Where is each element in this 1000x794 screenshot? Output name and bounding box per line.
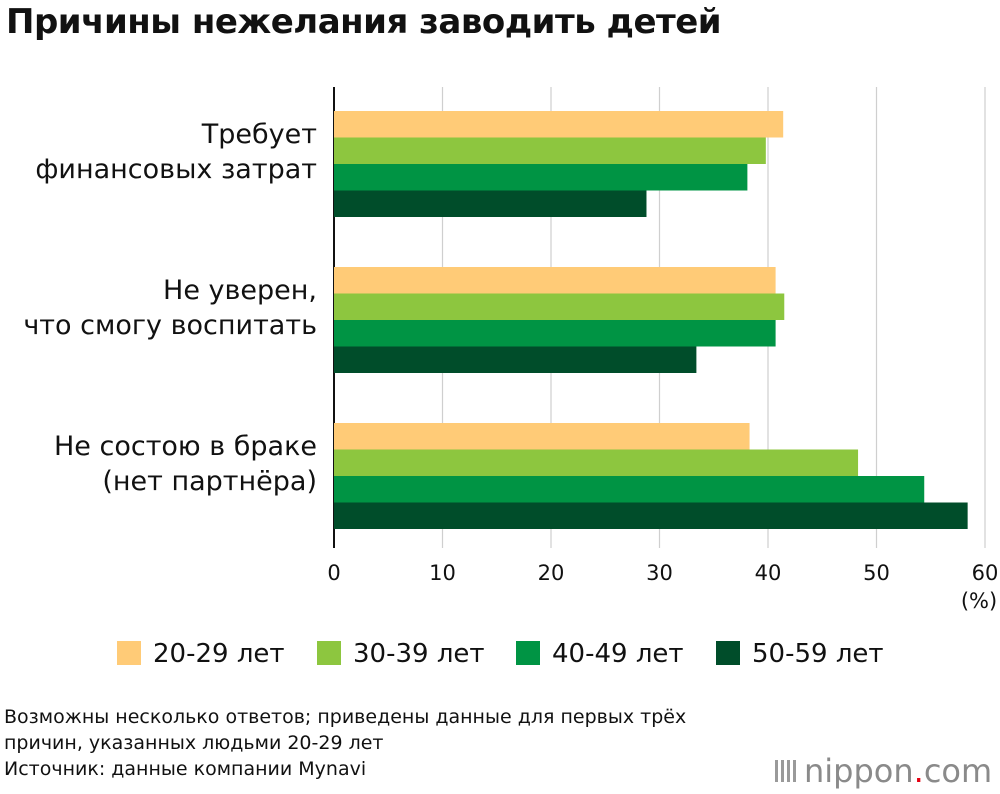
chart-title: Причины нежелания заводить детей <box>6 2 722 42</box>
bar-cat3-20-29 лет <box>334 423 750 450</box>
category-label-2-line-1: Не уверен, <box>163 275 317 306</box>
legend-label-30-39 лет: 30-39 лет <box>353 639 485 669</box>
bar-cat2-40-49 лет <box>334 320 776 347</box>
legend: 20-29 лет 30-39 лет 40-49 лет 50-59 лет <box>117 639 884 669</box>
footnote-line-2: причин, указанных людьми 20-29 лет <box>4 732 384 754</box>
bar-cat1-30-39 лет <box>334 137 766 164</box>
x-tick-label-40: 40 <box>755 561 782 585</box>
category-label-1-line-2: финансовых затрат <box>35 154 317 185</box>
legend-label-20-29 лет: 20-29 лет <box>153 639 285 669</box>
bar-cat3-40-49 лет <box>334 476 925 503</box>
bar-cat3-50-59 лет <box>334 502 968 529</box>
category-label-3-line-1: Не состою в браке <box>54 431 317 462</box>
source-note: Источник: данные компании Mynavi <box>4 758 367 780</box>
bar-cat2-20-29 лет <box>334 267 776 294</box>
bar-cat2-50-59 лет <box>334 346 697 373</box>
legend-swatch-40-49 лет <box>516 641 540 665</box>
logo-dot: . <box>913 752 924 790</box>
bar-cat3-30-39 лет <box>334 449 859 476</box>
bar-cat2-30-39 лет <box>334 293 785 320</box>
legend-swatch-50-59 лет <box>716 641 740 665</box>
logo-bars-icon <box>775 760 796 782</box>
x-unit-label: (%) <box>961 589 997 613</box>
category-label-1-line-1: Требует <box>201 119 317 150</box>
x-tick-label-20: 20 <box>538 561 565 585</box>
category-label-3-line-2: (нет партнёра) <box>102 466 317 497</box>
x-tick-label-0: 0 <box>327 561 340 585</box>
legend-label-50-59 лет: 50-59 лет <box>752 639 884 669</box>
legend-swatch-20-29 лет <box>117 641 141 665</box>
category-labels: Требует финансовых затрат Не уверен, что см… <box>23 119 317 497</box>
bar-chart: Требует финансовых затрат Не уверен, что см… <box>23 87 998 669</box>
bars <box>334 111 968 529</box>
bar-cat1-40-49 лет <box>334 164 748 191</box>
nippon-logo: nippon. com <box>775 752 992 790</box>
logo-tld: com <box>923 752 993 790</box>
category-label-2-line-2: что смогу воспитать <box>23 310 317 341</box>
x-tick-label-10: 10 <box>429 561 456 585</box>
bar-cat1-20-29 лет <box>334 111 784 138</box>
x-tick-label-50: 50 <box>863 561 890 585</box>
bar-cat1-50-59 лет <box>334 190 647 217</box>
legend-label-40-49 лет: 40-49 лет <box>552 639 684 669</box>
x-tick-label-30: 30 <box>646 561 673 585</box>
legend-swatch-30-39 лет <box>317 641 341 665</box>
x-tick-label-60: 60 <box>972 561 999 585</box>
x-axis-ticks: 0 10 20 30 40 50 60 (%) <box>327 561 998 613</box>
logo-name: nippon <box>804 752 914 790</box>
footnote-line-1: Возможны несколько ответов; приведены да… <box>4 706 687 728</box>
